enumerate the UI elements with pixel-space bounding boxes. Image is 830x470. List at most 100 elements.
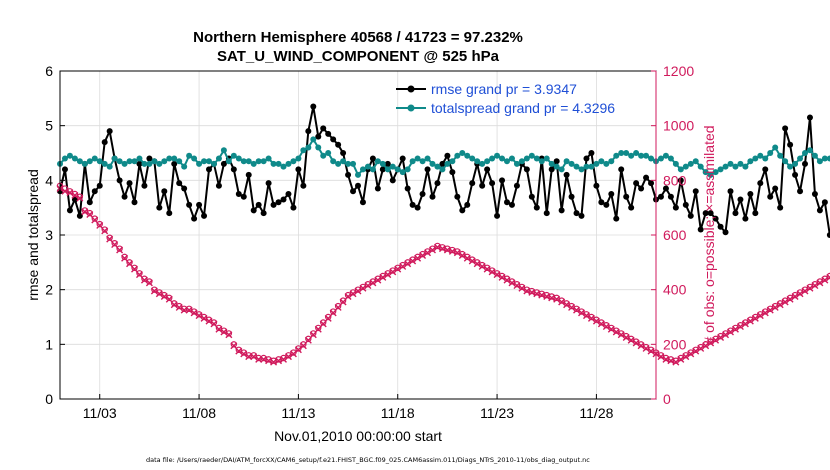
obs-possible-point <box>692 346 699 353</box>
obs-assimilated-point <box>429 246 436 254</box>
series-1-point <box>722 163 729 170</box>
series-0-point <box>583 155 590 162</box>
footer-data-file: data file: /Users/raeder/DAI/ATM_forcXX/… <box>146 456 590 464</box>
obs-assimilated-point <box>548 294 556 302</box>
obs-assimilated-point <box>592 317 600 325</box>
series-0-point <box>742 215 749 222</box>
grid <box>60 70 656 400</box>
obs-assimilated-point <box>265 357 273 365</box>
series-1-point <box>270 160 277 167</box>
obs-assimilated-point <box>304 336 312 344</box>
series-1-point <box>359 166 366 173</box>
obs-assimilated-point <box>811 282 819 290</box>
obs-possible-point <box>454 248 461 255</box>
obs-possible-point <box>349 289 357 296</box>
legend-marker-spread <box>407 104 415 112</box>
obs-assimilated-point <box>672 358 680 366</box>
obs-assimilated-point <box>707 339 715 347</box>
series-0-point <box>161 188 168 195</box>
obs-possible-point <box>806 283 814 291</box>
obs-assimilated-point <box>786 295 794 303</box>
series-0-point <box>260 210 267 217</box>
obs-possible-point <box>493 270 501 277</box>
series-0-point <box>454 193 461 200</box>
obs-possible-point <box>469 256 476 263</box>
obs-assimilated-point <box>170 301 178 309</box>
series-1-point <box>429 160 436 167</box>
chart-subtitle: SAT_U_WIND_COMPONENT @ 525 hPa <box>217 48 500 65</box>
obs-possible-point <box>399 261 406 269</box>
series-1-point <box>767 150 774 156</box>
series-1-point <box>310 136 317 143</box>
series-1-point <box>285 160 292 167</box>
obs-assimilated-point <box>329 309 337 317</box>
series-1-point <box>76 158 83 165</box>
series-1-point <box>315 144 322 151</box>
series-0-point <box>469 180 476 187</box>
obs-assimilated-point <box>766 306 774 314</box>
series-0-point <box>300 182 307 189</box>
series-0-point <box>414 204 421 211</box>
obs-assimilated-point <box>741 320 749 328</box>
obs-possible-point <box>424 248 431 255</box>
obs-assimilated-point <box>727 328 734 336</box>
series-1-point <box>424 155 431 162</box>
series-0-point <box>489 180 496 187</box>
series-1-point <box>489 155 496 162</box>
series-0-point <box>434 180 441 187</box>
series-1-point <box>811 152 818 159</box>
obs-possible-point <box>250 352 257 359</box>
series-0-point <box>305 128 312 135</box>
series-0-point <box>702 210 709 217</box>
series-1-point <box>593 160 600 167</box>
series-0-point <box>166 210 173 217</box>
series-0-point <box>439 160 446 167</box>
obs-possible-point <box>583 311 590 318</box>
series-1-point <box>762 155 769 162</box>
series-1-point <box>335 160 342 167</box>
obs-assimilated-point <box>806 284 814 292</box>
obs-assimilated-point <box>478 262 486 270</box>
series-1-point <box>325 150 332 156</box>
obs-possible-point <box>498 272 506 280</box>
obs-assimilated-point <box>687 350 695 358</box>
obs-assimilated-point <box>299 342 307 350</box>
obs-assimilated-point <box>349 290 357 298</box>
series-1-point <box>121 160 128 167</box>
series-0-point <box>826 232 830 238</box>
obs-assimilated-point <box>538 291 546 299</box>
series-0-point <box>235 191 242 197</box>
series-1-point <box>787 163 794 170</box>
series-1-point <box>583 163 590 170</box>
obs-assimilated-point <box>697 344 705 352</box>
obs-assimilated-point <box>284 353 292 361</box>
series-0-point <box>513 182 520 189</box>
obs-possible-point <box>205 316 213 323</box>
obs-possible-point <box>459 250 466 258</box>
series-0-point <box>717 223 724 230</box>
obs-assimilated-point <box>260 355 268 363</box>
obs-assimilated-point <box>587 314 595 322</box>
obs-assimilated-point <box>185 306 193 314</box>
series-0-point <box>797 188 804 195</box>
series-0-point <box>429 193 436 200</box>
series-1-point <box>345 160 352 167</box>
obs-assimilated-point <box>712 336 720 344</box>
obs-possible-point <box>623 332 630 340</box>
series-0-point <box>66 207 73 214</box>
series-1-point <box>523 155 530 162</box>
obs-assimilated-point <box>175 303 183 311</box>
series-0-point <box>563 171 570 178</box>
obs-possible-point <box>409 256 416 263</box>
y-tick-label: 6 <box>45 63 53 79</box>
obs-possible-point <box>121 253 128 261</box>
series-0-point <box>747 191 754 197</box>
series-1-point <box>161 158 168 165</box>
series-1-point <box>697 163 704 170</box>
obs-assimilated-point <box>612 328 620 336</box>
obs-possible-point <box>404 259 411 266</box>
series-1-point <box>235 155 242 162</box>
series-1-point <box>598 158 605 165</box>
series-0-point <box>96 182 103 189</box>
